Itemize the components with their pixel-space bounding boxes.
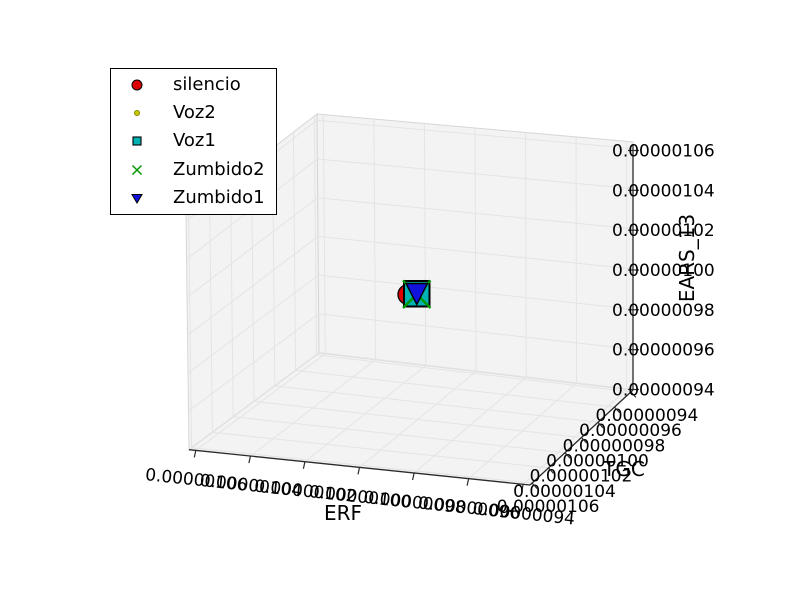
y-tick — [548, 467, 554, 474]
x-tick — [302, 461, 306, 469]
grid-line — [313, 115, 317, 355]
zumbido1-point — [404, 282, 429, 307]
grid-line — [191, 447, 533, 484]
y-tick — [614, 406, 620, 414]
x-tick — [521, 484, 524, 492]
y-tick — [597, 421, 604, 429]
legend-item-voz2: Voz2 — [111, 99, 276, 127]
legend-item-zumbido1: Zumbido1 — [111, 184, 276, 212]
z-tick-label: 0.00000102 — [612, 221, 715, 241]
y-axis-label: TGC — [603, 457, 645, 481]
x-tick — [466, 478, 470, 486]
x-tick — [248, 455, 251, 464]
grid-line — [230, 180, 234, 417]
legend-label: Zumbido1 — [173, 186, 265, 208]
grid-line — [317, 119, 634, 150]
grid-line — [292, 132, 297, 371]
grid-line — [322, 114, 326, 354]
grid-line — [233, 416, 566, 454]
grid-line — [474, 127, 477, 372]
y-tick — [531, 482, 538, 490]
scatter-cluster — [397, 279, 432, 309]
grid-line — [295, 369, 615, 408]
legend-label: Voz1 — [173, 130, 216, 152]
grid-line — [318, 313, 634, 350]
grid-line — [373, 118, 376, 360]
z-tick-label: 0.00000094 — [612, 381, 715, 401]
x-tick — [193, 450, 197, 458]
dot-marker-icon — [111, 103, 163, 123]
grid-line — [212, 431, 549, 469]
grid-line — [187, 236, 319, 336]
grid-line — [318, 352, 634, 390]
grid-line — [317, 235, 634, 270]
x-tick — [412, 472, 415, 481]
z-tick-label: 0.00000098 — [612, 301, 715, 321]
circle-marker-icon — [111, 75, 163, 95]
legend: silencio Voz2 Voz1 Zumbido2 Zumbido1 — [110, 68, 277, 215]
y-tick-label: 0.00000106 — [497, 497, 600, 517]
x-axis-label: ERF — [323, 501, 363, 525]
x-tick — [357, 467, 361, 475]
z-axis-label: EARS_13 — [675, 213, 699, 303]
grid-line — [525, 132, 527, 378]
z-tick-label: 0.00000100 — [612, 261, 715, 281]
y-tick — [564, 452, 571, 459]
grid-line — [317, 158, 634, 190]
z-tick-label: 0.00000096 — [612, 341, 715, 361]
y-tick — [581, 437, 587, 444]
y-tick-label: 0.00000096 — [579, 421, 682, 441]
grid-line — [317, 197, 634, 230]
triangle-down-marker-icon — [111, 188, 163, 208]
y-tick — [630, 391, 637, 398]
grid-line — [274, 385, 599, 423]
grid-line — [316, 354, 631, 393]
grid-line — [253, 400, 582, 438]
legend-label: Zumbido2 — [173, 158, 265, 180]
grid-line — [186, 197, 319, 298]
legend-item-zumbido2: Zumbido2 — [111, 156, 276, 184]
z-tick-label: 0.00000104 — [612, 181, 715, 201]
y-tick-label: 0.00000094 — [596, 406, 699, 426]
legend-item-voz1: Voz1 — [111, 127, 276, 155]
legend-label: Voz2 — [173, 102, 216, 124]
legend-item-silencio: silencio — [111, 71, 276, 99]
grid-line — [423, 123, 427, 366]
x-axis-spine — [188, 449, 531, 486]
y-tick-label: 0.00000098 — [563, 436, 666, 456]
square-marker-icon — [111, 131, 163, 151]
legend-label: silencio — [173, 74, 241, 96]
y-tick-label: 0.00000104 — [513, 482, 616, 502]
grid-line — [188, 313, 319, 412]
grid-line — [318, 274, 634, 310]
z-tick-label: 0.00000106 — [612, 142, 715, 162]
grid-line — [187, 274, 319, 374]
y-tick-label: 0.00000100 — [546, 452, 649, 472]
x-marker-icon — [111, 160, 163, 180]
grid-line — [188, 352, 320, 450]
y-tick-label: 0.00000102 — [530, 467, 633, 487]
